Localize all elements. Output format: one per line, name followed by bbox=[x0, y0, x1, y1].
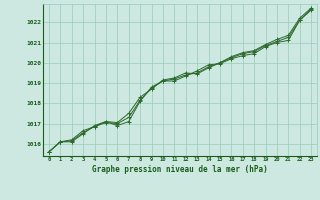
X-axis label: Graphe pression niveau de la mer (hPa): Graphe pression niveau de la mer (hPa) bbox=[92, 165, 268, 174]
